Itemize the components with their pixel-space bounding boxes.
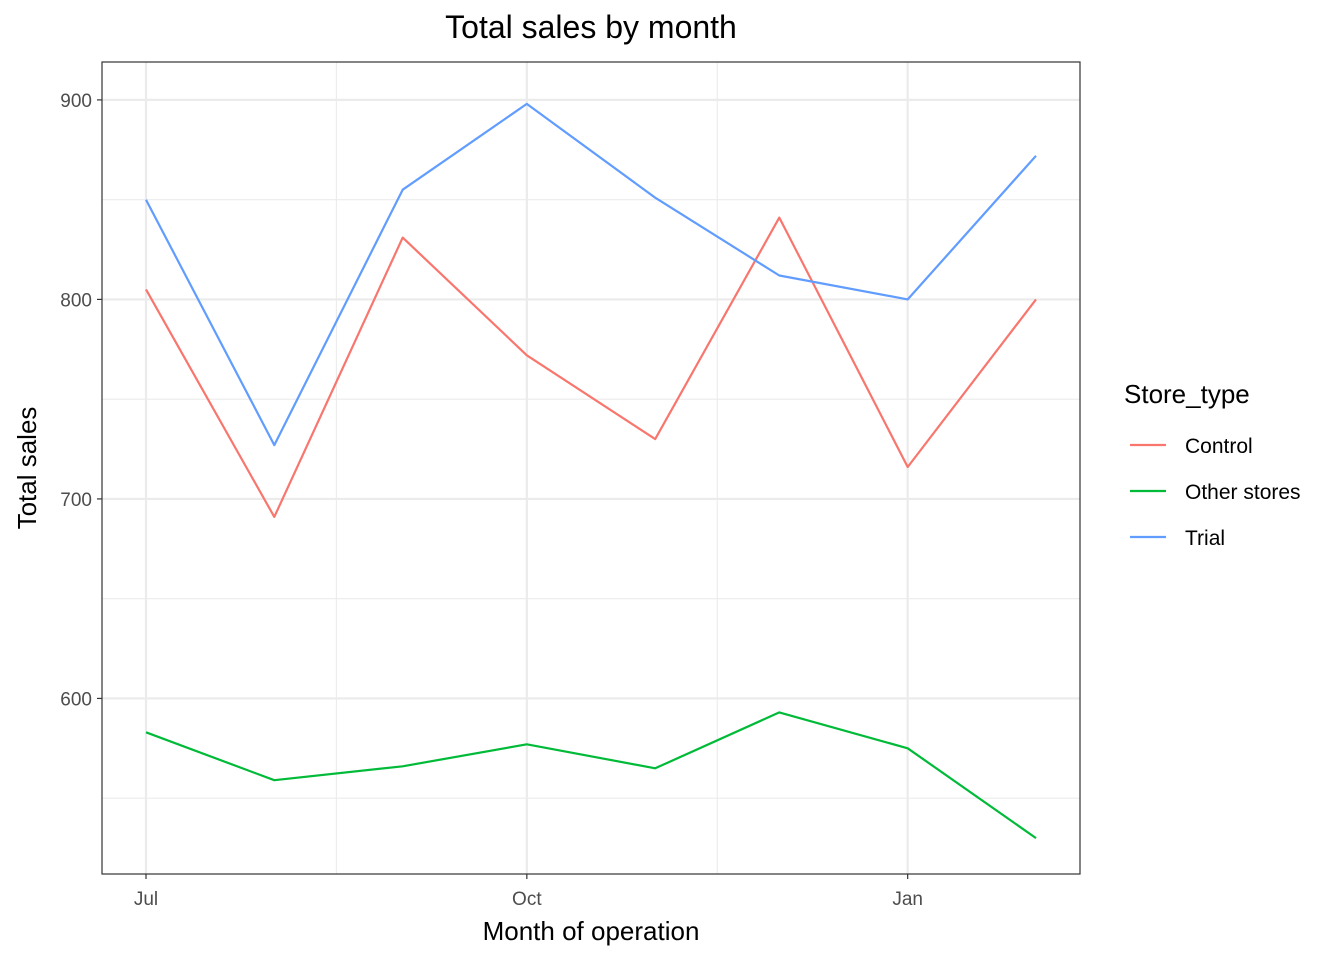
chart-title: Total sales by month bbox=[445, 9, 737, 45]
y-axis: 600 700 800 900 bbox=[60, 91, 102, 710]
y-tick-label: 700 bbox=[60, 490, 92, 511]
legend-label-other-stores: Other stores bbox=[1185, 481, 1301, 504]
legend-label-control: Control bbox=[1185, 435, 1253, 458]
series-line-control bbox=[145, 216, 1037, 519]
x-tick-label: Jul bbox=[134, 889, 158, 910]
x-axis-title: Month of operation bbox=[483, 916, 700, 946]
y-tick-label: 600 bbox=[60, 689, 92, 710]
series-lines bbox=[145, 102, 1037, 840]
x-axis: Jul Oct Jan bbox=[134, 874, 923, 910]
legend-label-trial: Trial bbox=[1185, 527, 1225, 550]
y-tick-label: 800 bbox=[60, 290, 92, 311]
series-line-trial bbox=[145, 102, 1037, 447]
minor-gridlines bbox=[102, 62, 1080, 874]
x-tick-label: Oct bbox=[512, 889, 542, 910]
x-tick-label: Jan bbox=[892, 889, 923, 910]
legend: Store_type Control Other stores Trial bbox=[1124, 379, 1301, 550]
legend-title: Store_type bbox=[1124, 379, 1250, 409]
y-tick-label: 900 bbox=[60, 91, 92, 112]
plot-panel-border bbox=[101, 61, 1081, 875]
series-line-other-stores bbox=[145, 711, 1037, 840]
major-gridlines bbox=[102, 62, 1080, 874]
y-axis-title: Total sales bbox=[12, 407, 42, 530]
